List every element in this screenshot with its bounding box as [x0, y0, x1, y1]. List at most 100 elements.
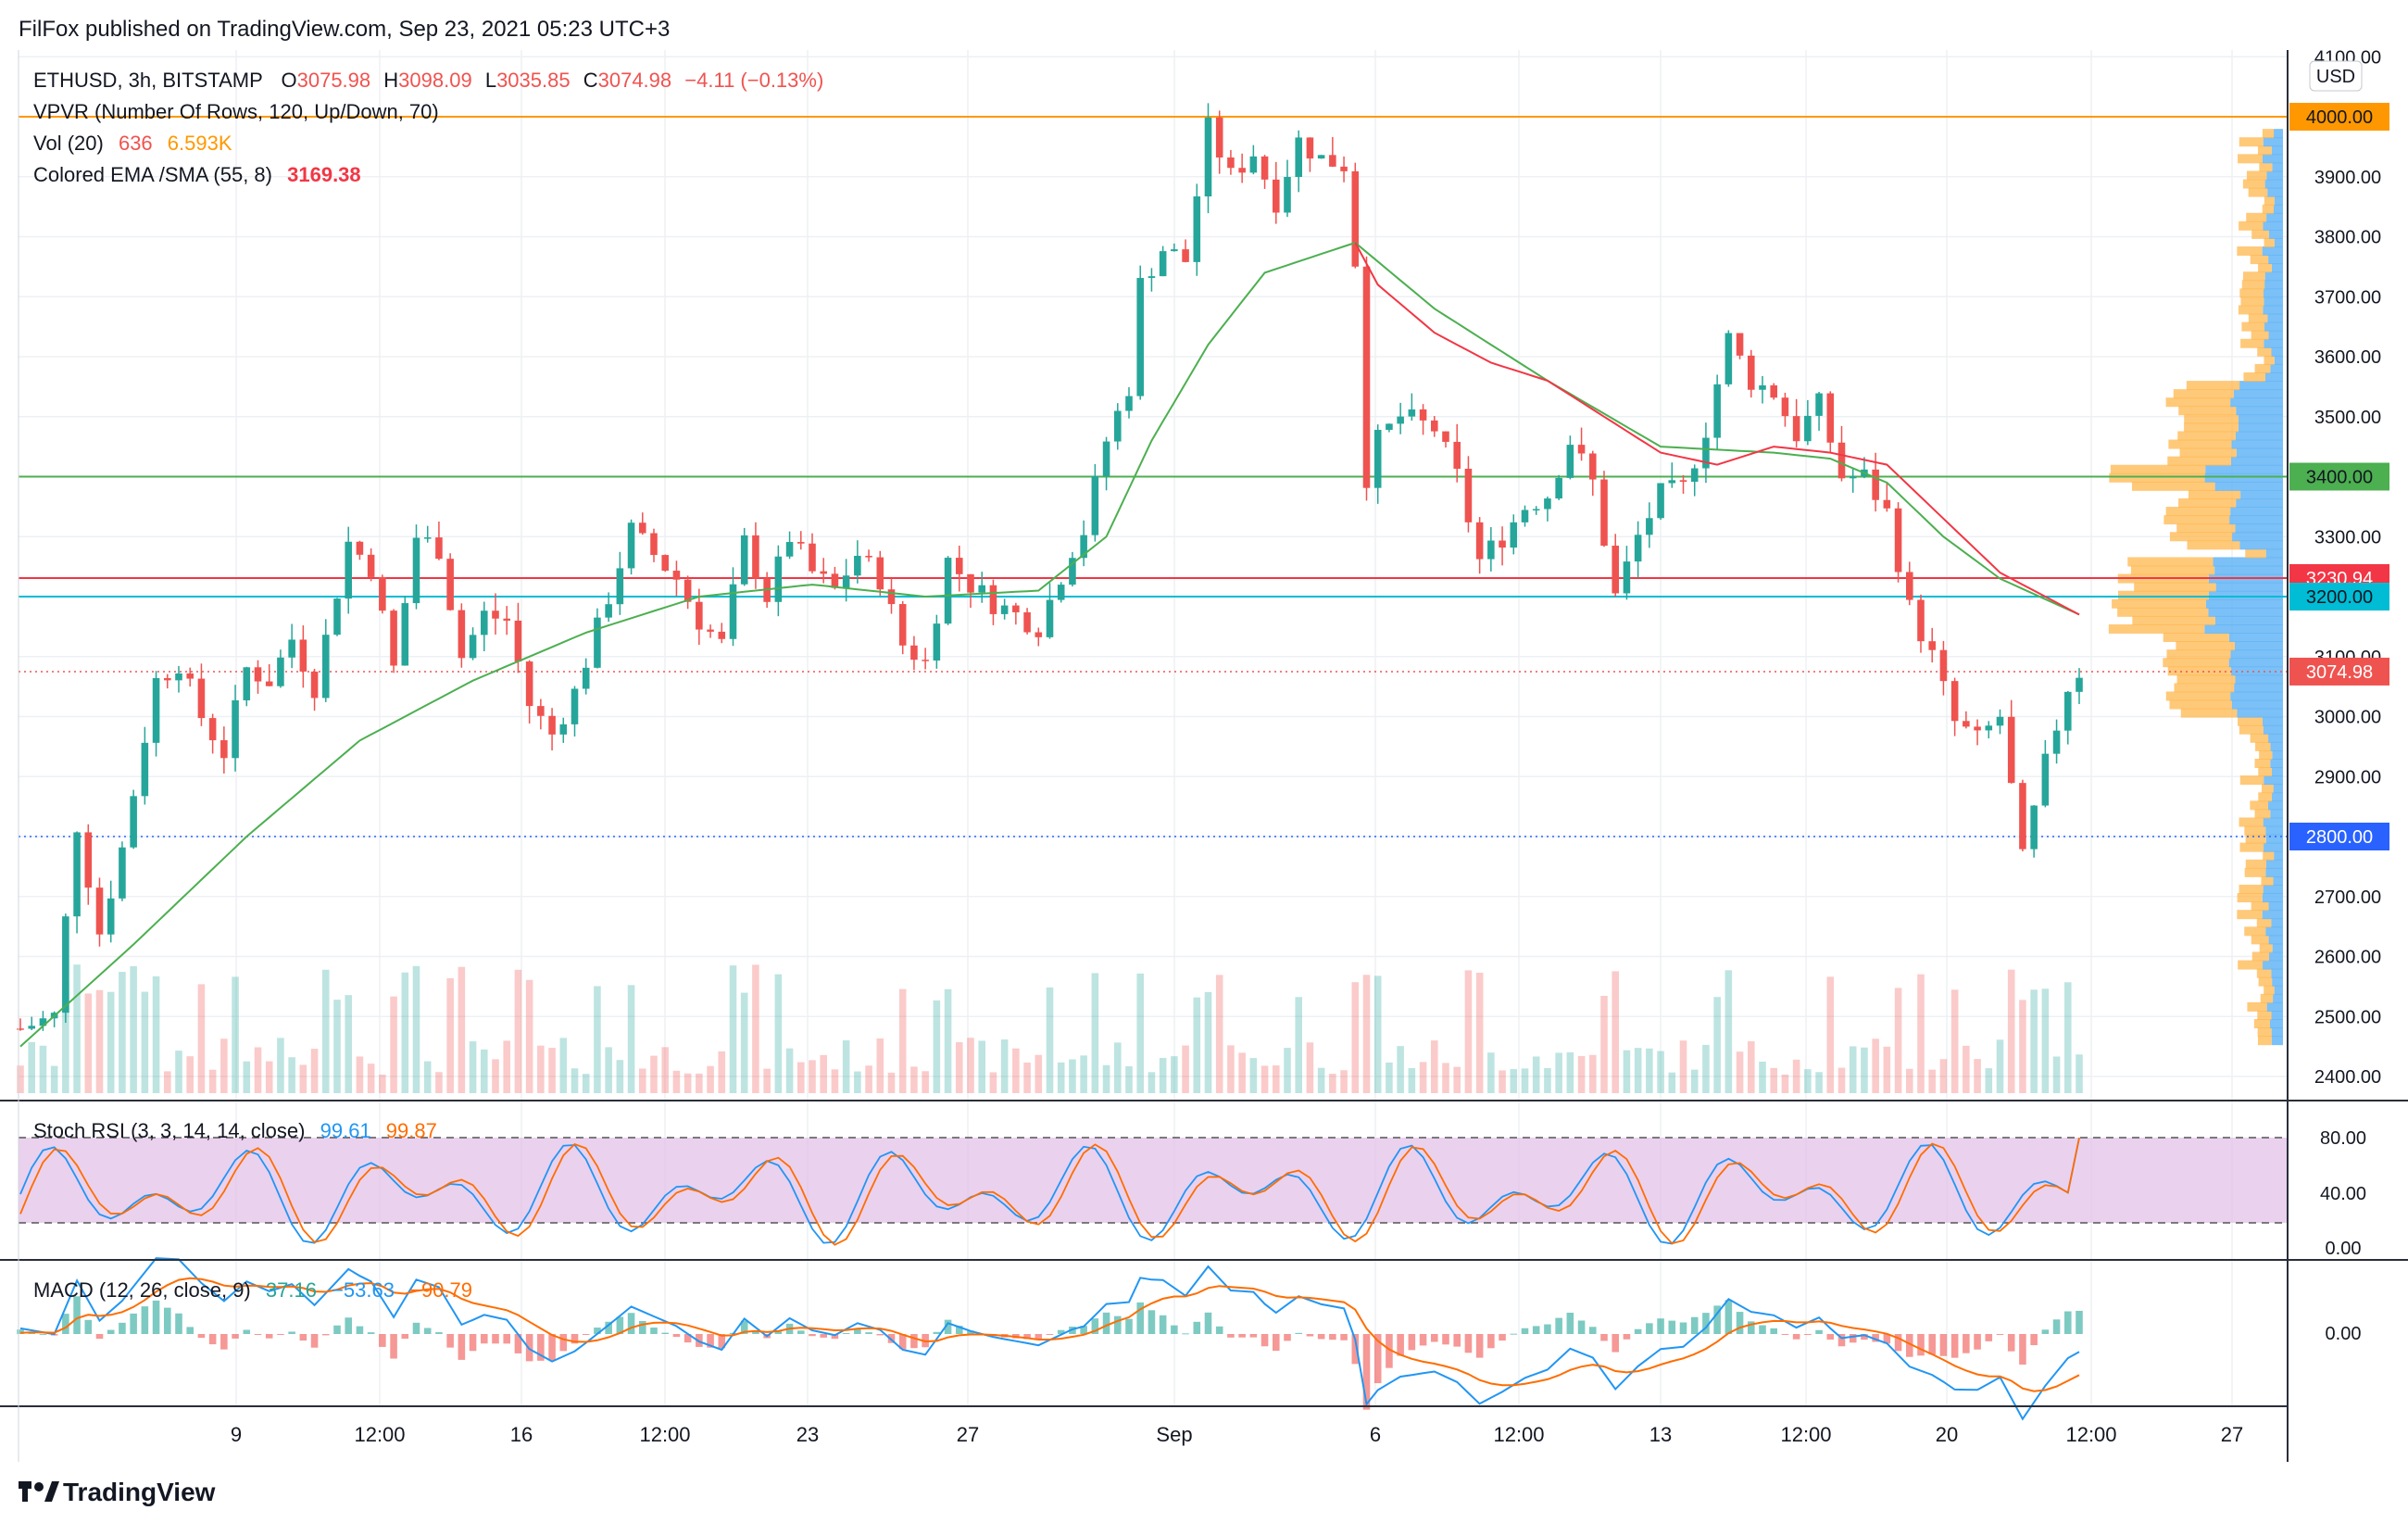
- macd-hist-bar: [1668, 1320, 1676, 1334]
- vpvr-up-row: [2237, 708, 2283, 718]
- volume-bar: [1905, 1068, 1913, 1093]
- stoch-k-value: 99.61: [320, 1119, 371, 1142]
- volume-profile: [2108, 129, 2283, 1046]
- macd-hist-bar: [548, 1334, 556, 1361]
- macd-hist-bar: [898, 1334, 907, 1350]
- brand-name: TradingView: [63, 1478, 216, 1506]
- vpvr-up-row: [2230, 507, 2283, 517]
- vpvr-up-row: [2264, 842, 2283, 852]
- candle-body: [661, 555, 670, 572]
- vpvr-down-row: [2245, 834, 2266, 844]
- volume-bar: [684, 1073, 692, 1093]
- candle-body: [1362, 266, 1371, 488]
- price-tick-2: 2600.00: [2314, 948, 2381, 968]
- volume-bar: [2007, 969, 2015, 1093]
- volume-bar: [2019, 1000, 2026, 1093]
- candle-body: [458, 610, 466, 659]
- symbol-legend: ETHUSD, 3h, BITSTAMP O3075.98 H3098.09 L…: [33, 69, 823, 93]
- candle-body: [1453, 441, 1461, 469]
- vpvr-down-row: [2257, 145, 2272, 156]
- vpvr-up-row: [2270, 741, 2283, 751]
- candle-body: [650, 533, 658, 556]
- volume-bar: [1340, 1070, 1348, 1093]
- volume-bar: [820, 1054, 828, 1093]
- candle-body: [1837, 442, 1846, 479]
- volume-bar: [854, 1071, 861, 1093]
- vpvr-up-row: [2262, 716, 2283, 726]
- vpvr-down-row: [2253, 1019, 2270, 1029]
- volume-bar: [208, 1069, 217, 1093]
- candle-body: [1091, 476, 1099, 535]
- volume-bar: [1826, 976, 1835, 1093]
- macd-hist-bar: [967, 1330, 974, 1334]
- volume-bar: [401, 972, 409, 1093]
- macd-hist-bar: [605, 1321, 612, 1334]
- vpvr-up-row: [2268, 733, 2283, 743]
- volume-bar: [1487, 1052, 1495, 1093]
- candle-body: [435, 537, 443, 560]
- volume-bar: [1272, 1065, 1280, 1093]
- close-value: 3074.98: [597, 69, 672, 92]
- time-axis-labels: 9 12:00 16 12:00 23 27 Sep 6 12:00 13 12:00 20 12:00…: [231, 1423, 2243, 1446]
- macd-hist-bar: [1917, 1334, 1925, 1356]
- volume-bar: [1815, 1072, 1823, 1093]
- vpvr-up-row: [2240, 489, 2283, 499]
- candle-body: [1996, 716, 2004, 726]
- candle-body: [232, 699, 239, 759]
- vpvr-up-row: [2235, 523, 2283, 534]
- candle-body: [1113, 410, 1122, 442]
- vpvr-down-row: [2254, 363, 2271, 373]
- volume-bar: [1702, 1044, 1710, 1093]
- macd-hist-bar: [1974, 1334, 1981, 1350]
- volume-bar: [1713, 997, 1721, 1093]
- volume-bar: [1532, 1056, 1540, 1093]
- macd-hist-bar: [119, 1322, 126, 1334]
- candle-body: [1690, 468, 1699, 483]
- volume-bar: [469, 1041, 477, 1093]
- candle-body: [1781, 397, 1789, 417]
- vpvr-up-row: [2271, 263, 2283, 273]
- macd-hist-bar: [1826, 1334, 1835, 1340]
- macd-hist-bar: [1521, 1328, 1529, 1334]
- price-tick-14: 3800.00: [2314, 228, 2381, 248]
- vpvr-up-row: [2273, 204, 2283, 214]
- volume-bar: [1849, 1046, 1857, 1093]
- volume-bar: [1182, 1045, 1189, 1093]
- macd-hist-bar: [2076, 1310, 2083, 1334]
- volume-bar: [1329, 1074, 1336, 1093]
- candle-body: [638, 522, 646, 534]
- macd-hist-bar: [310, 1334, 319, 1348]
- macd-hist-bar: [141, 1306, 149, 1334]
- candle-body: [1000, 605, 1009, 614]
- volume-bar: [197, 984, 206, 1093]
- candle-body: [492, 610, 499, 619]
- volume-bar: [1555, 1052, 1562, 1093]
- volume-bar: [356, 1056, 364, 1093]
- vpvr-down-row: [2257, 1027, 2272, 1038]
- vpvr-up-row: [2265, 926, 2283, 937]
- macd-hist-bar: [1351, 1334, 1360, 1365]
- currency-box[interactable]: [2309, 60, 2363, 92]
- vpvr-up-row: [2273, 993, 2283, 1003]
- macd-hist-bar: [1510, 1333, 1518, 1335]
- vpvr-up-row: [2274, 850, 2283, 861]
- volume-bar: [1861, 1047, 1868, 1093]
- volume-ma-value: 6.593K: [167, 132, 232, 155]
- volume-bar: [1306, 1042, 1314, 1093]
- macd-hist-bar: [1340, 1334, 1348, 1340]
- vpvr-down-row: [2254, 809, 2271, 819]
- candle-body: [1340, 166, 1348, 171]
- stoch-tick-0: 0.00: [2326, 1239, 2362, 1259]
- candlesticks: [17, 103, 2083, 1031]
- vpvr-down-row: [2242, 179, 2265, 189]
- volume-bar: [412, 965, 420, 1093]
- volume-bar: [525, 979, 533, 1093]
- volume-bar: [1419, 1062, 1427, 1093]
- candle-body: [559, 724, 568, 735]
- candle-body: [616, 568, 624, 605]
- vpvr-up-row: [2264, 288, 2283, 298]
- candle-body: [390, 610, 397, 666]
- vpvr-up-row: [2264, 372, 2283, 383]
- volume-bar: [50, 1065, 58, 1093]
